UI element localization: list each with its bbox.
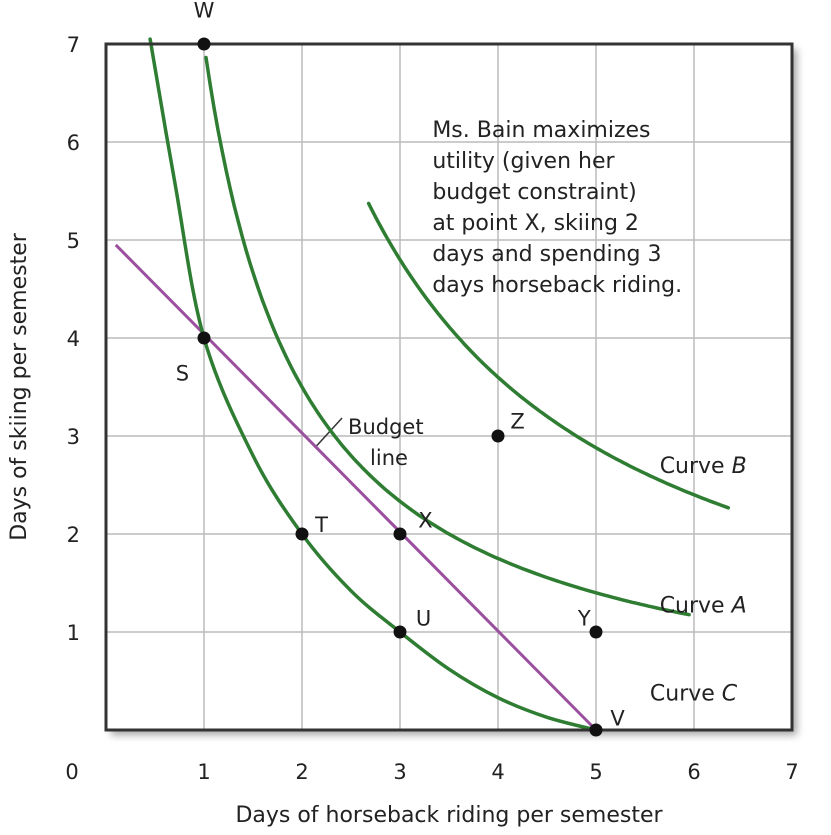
curve-label-letter: B [732,454,747,479]
point-x-label: X [418,508,432,532]
x-tick-label: 3 [393,760,406,784]
y-axis-title: Days of skiing per semester [7,232,32,541]
budget-line-label: Budget line [348,415,430,470]
x-axis-title: Days of horseback riding per semester [235,803,663,828]
x-tick-label: 0 [65,760,78,784]
annotation-line: Ms. Bain maximizes [432,118,650,143]
point-y [589,625,603,639]
curve-label-letter: A [730,593,747,618]
point-z [491,429,505,443]
curve-a-label: Curve A [660,593,747,618]
point-v [589,723,603,737]
x-tick-label: 4 [491,760,504,784]
point-x [393,527,407,541]
annotation-line: budget constraint) [432,180,636,205]
curve-c-line [148,37,598,732]
annotation-text: Ms. Bain maximizes utility (given her bu… [432,118,682,298]
plot-frame [104,42,794,732]
annotation-line: at point X, skiing 2 [432,211,639,236]
x-tick-label: 2 [295,760,308,784]
plot-area-shadow [106,44,792,730]
curve-a-line [204,55,691,617]
point-t [295,527,309,541]
curve-label-word: Curve [650,682,722,707]
y-tick-label: 1 [67,621,80,645]
curve-c-label: Curve C [650,682,738,707]
x-tick-label: 5 [589,760,602,784]
curve-b-label: Curve B [660,454,747,479]
y-tick-label: 3 [67,425,80,449]
point-y-label: Y [577,606,591,630]
point-s [197,331,211,345]
y-tick-label: 4 [67,327,80,351]
annotation-line: utility (given her [432,149,615,174]
curve-label-word: Curve [660,593,732,618]
budget-label-line: line [370,446,408,470]
y-tick-label: 5 [67,229,80,253]
point-v-label: V [610,706,625,730]
y-tick-label: 6 [67,131,80,155]
point-z-label: Z [510,409,524,433]
indifference-curves [148,37,731,732]
point-u-label: U [416,606,431,630]
budget-line-path [114,243,598,732]
x-tick-label: 7 [785,760,798,784]
data-points: W S T X U Z Y V [176,0,625,737]
y-tick-label: 7 [67,33,80,57]
point-t-label: T [314,513,328,537]
y-tick-label: 2 [67,523,80,547]
x-tick-label: 1 [197,760,210,784]
x-tick-label: 6 [687,760,700,784]
annotation-line: days horseback riding. [432,273,682,298]
curve-label-word: Curve [660,454,732,479]
curve-label-letter: C [722,682,738,707]
point-s-label: S [176,361,189,385]
point-u [393,625,407,639]
point-w-label: W [194,0,215,23]
budget-label-line: Budget [348,415,424,439]
annotation-line: days and spending 3 [432,242,661,267]
point-w [197,37,211,51]
curve-b-line [366,201,731,510]
tick-labels: 0 1 2 3 4 5 6 7 1 2 3 4 5 6 7 [65,33,798,784]
